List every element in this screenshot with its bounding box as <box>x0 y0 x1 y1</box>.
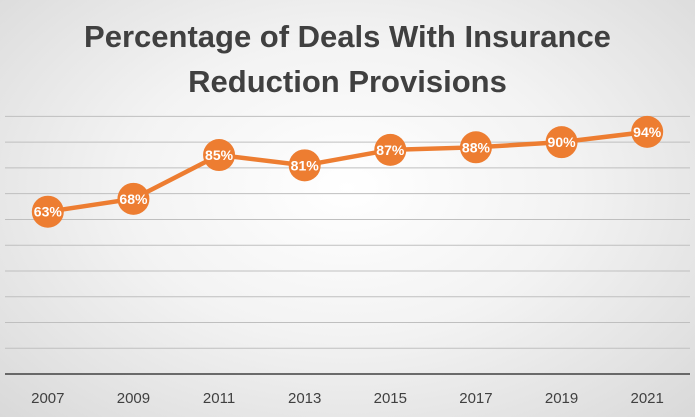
gridlines <box>5 115 690 349</box>
data-label: 90% <box>548 134 577 150</box>
data-label: 81% <box>291 157 320 173</box>
data-point <box>288 149 321 182</box>
chart-title-line-1: Percentage of Deals With Insurance <box>84 19 611 54</box>
x-tick-label: 2021 <box>631 390 664 407</box>
data-label: 87% <box>376 142 405 158</box>
data-label: 88% <box>462 139 491 155</box>
data-points <box>31 115 664 228</box>
x-tick-label: 2011 <box>203 390 235 407</box>
x-tick-label: 2007 <box>31 390 64 407</box>
data-label: 68% <box>119 191 148 207</box>
data-point <box>459 131 492 164</box>
x-tick-label: 2015 <box>374 390 407 407</box>
chart-title-line-2: Reduction Provisions <box>188 64 507 99</box>
x-tick-label: 2009 <box>117 390 150 407</box>
x-tick-label: 2017 <box>459 390 492 407</box>
data-point <box>203 139 236 172</box>
data-point <box>545 126 578 159</box>
x-tick-labels: 2007 2009 2011 2013 2015 2017 2019 2021 <box>31 390 664 407</box>
data-point <box>374 133 407 166</box>
data-point <box>117 182 150 215</box>
data-label: 94% <box>633 124 662 140</box>
data-labels: 63% 68% 85% 81% 87% 88% 90% 94% <box>34 124 662 220</box>
data-point <box>31 195 64 228</box>
data-label: 63% <box>34 204 63 220</box>
data-label: 85% <box>205 147 234 163</box>
chart-title: Percentage of Deals With Insurance Reduc… <box>0 14 695 104</box>
x-tick-label: 2013 <box>288 390 321 407</box>
x-tick-label: 2019 <box>545 390 578 407</box>
data-point <box>631 115 664 148</box>
